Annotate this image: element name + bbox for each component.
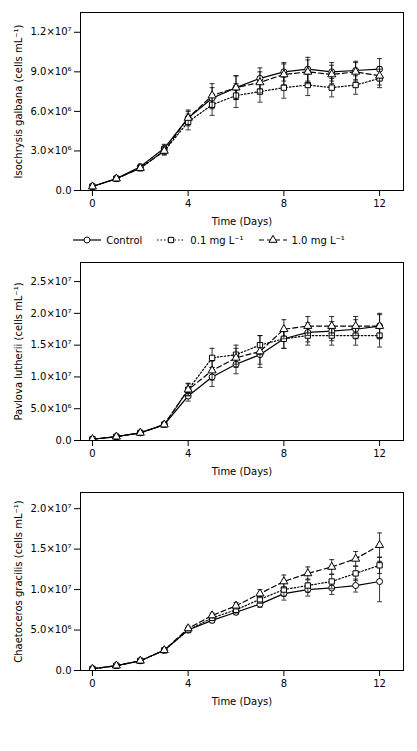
html-text:Control: Control [106, 234, 143, 246]
svg-text:8: 8 [281, 678, 287, 689]
svg-text:8: 8 [281, 448, 287, 459]
html-text:1.0 mg L⁻¹: 1.0 mg L⁻¹ [291, 234, 345, 246]
svg-text:2.5×10⁷: 2.5×10⁷ [30, 276, 71, 287]
svg-text:5.0×10⁶: 5.0×10⁶ [30, 403, 71, 414]
svg-text:0.0: 0.0 [56, 185, 72, 196]
svg-text:Time (Days): Time (Days) [211, 466, 273, 477]
svg-text:1.5×10⁷: 1.5×10⁷ [30, 543, 71, 554]
svg-text:6.0×10⁶: 6.0×10⁶ [30, 106, 71, 117]
html-text:0.1 mg L⁻¹: 0.1 mg L⁻¹ [190, 234, 244, 246]
svg-text:4: 4 [185, 198, 191, 209]
svg-text:Time (Days): Time (Days) [211, 216, 273, 227]
svg-text:2.0×10⁷: 2.0×10⁷ [30, 308, 71, 319]
svg-text:0: 0 [89, 678, 95, 689]
svg-text:0: 0 [89, 448, 95, 459]
svg-text:Pavlova lutherii (cells mL⁻¹): Pavlova lutherii (cells mL⁻¹) [13, 282, 24, 420]
svg-text:8: 8 [281, 198, 287, 209]
svg-text:1.2×10⁷: 1.2×10⁷ [30, 26, 71, 37]
svg-text:1.0×10⁷: 1.0×10⁷ [30, 584, 71, 595]
svg-text:1.0×10⁷: 1.0×10⁷ [30, 371, 71, 382]
svg-text:1.5×10⁷: 1.5×10⁷ [30, 339, 71, 350]
svg-text:3.0×10⁶: 3.0×10⁶ [30, 145, 71, 156]
svg-text:12: 12 [373, 448, 386, 459]
svg-text:4: 4 [185, 678, 191, 689]
svg-text:Time (Days): Time (Days) [211, 696, 273, 707]
svg-text:0: 0 [89, 198, 95, 209]
svg-text:0.0: 0.0 [56, 665, 72, 676]
svg-text:Chaetoceros gracilis (cells mL: Chaetoceros gracilis (cells mL⁻¹) [13, 500, 24, 663]
svg-text:4: 4 [185, 448, 191, 459]
svg-text:Isochrysis galbana (cells mL⁻¹: Isochrysis galbana (cells mL⁻¹) [13, 24, 24, 178]
svg-text:0.0: 0.0 [56, 435, 72, 446]
svg-text:9.0×10⁶: 9.0×10⁶ [30, 66, 71, 77]
svg-text:5.0×10⁶: 5.0×10⁶ [30, 624, 71, 635]
svg-text:12: 12 [373, 198, 386, 209]
svg-text:2.0×10⁷: 2.0×10⁷ [30, 503, 71, 514]
svg-text:12: 12 [373, 678, 386, 689]
